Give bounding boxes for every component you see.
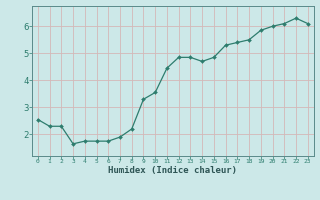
X-axis label: Humidex (Indice chaleur): Humidex (Indice chaleur) bbox=[108, 166, 237, 175]
